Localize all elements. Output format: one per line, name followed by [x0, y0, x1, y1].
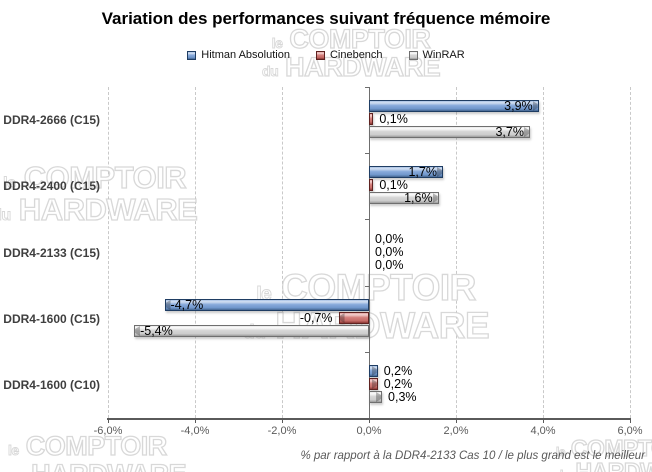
bar-end-bevel: [376, 392, 382, 402]
bar-end-bevel: [532, 101, 538, 111]
gridline: [108, 87, 109, 418]
bar-hitman-absolution: [369, 166, 443, 178]
x-axis-tick: [369, 418, 370, 423]
legend-label: WinRAR: [422, 49, 465, 61]
x-axis-label: 2,0%: [443, 425, 469, 437]
x-axis-tick: [456, 418, 457, 423]
gridline: [195, 87, 196, 418]
value-label: 0,0%: [375, 258, 404, 272]
x-axis-tick: [108, 418, 109, 423]
x-axis-tick: [543, 418, 544, 423]
x-axis-tick: [195, 418, 196, 423]
zero-axis-tick: [365, 87, 369, 88]
zero-axis-tick: [365, 285, 369, 287]
x-axis-tick: [282, 418, 283, 423]
category-label: DDR4-2133 (C15): [3, 245, 100, 260]
bar-hitman-absolution: [369, 365, 378, 377]
x-axis-label: -4,0%: [180, 425, 210, 437]
bar-end-bevel: [339, 313, 345, 323]
bar-winrar: [134, 325, 369, 337]
zero-axis-line: [369, 87, 370, 418]
chart-title: Variation des performances suivant fréqu…: [101, 9, 551, 28]
bar-cinebench: [369, 113, 374, 125]
value-label: 0,0%: [375, 245, 404, 259]
bar-end-bevel: [135, 326, 141, 336]
value-label: 0,2%: [383, 377, 413, 391]
bar-end-bevel: [432, 193, 438, 203]
chart-footnote: % par rapport à la DDR4-2133 Cas 10 / le…: [300, 450, 645, 462]
category-label: DDR4-2666 (C15): [3, 113, 100, 128]
bar-winrar: [369, 192, 439, 204]
bar-end-bevel: [371, 366, 377, 376]
legend-marker-icon: [315, 50, 325, 60]
bar-hitman-absolution: [164, 299, 369, 311]
value-label: 0,1%: [379, 112, 408, 126]
value-label: 1,7%: [408, 165, 437, 179]
bar-end-bevel: [523, 127, 529, 137]
value-label: 0,1%: [379, 178, 408, 192]
value-label: -5,4%: [140, 324, 173, 338]
bar-hitman-absolution: [369, 100, 539, 112]
bar-cinebench: [369, 179, 374, 191]
x-axis-line: [107, 418, 631, 420]
value-label: 3,9%: [504, 99, 533, 113]
legend-label: Cinebench: [329, 49, 383, 61]
x-axis-label: -2,0%: [267, 425, 297, 437]
value-label: -4,7%: [170, 298, 204, 312]
gridline: [543, 87, 544, 418]
value-label: 0,3%: [388, 390, 417, 404]
bar-cinebench: [369, 378, 378, 390]
category-label: DDR4-2400 (C15): [3, 179, 100, 194]
legend-item-cinebench: Cinebench: [315, 49, 383, 61]
legend-item-winrar: WinRAR: [408, 49, 465, 61]
x-axis-label: 0,0%: [356, 425, 382, 437]
legend-marker-icon: [408, 50, 418, 60]
legend-marker-icon: [187, 50, 197, 60]
gridline: [630, 87, 631, 418]
legend-label: Hitman Absolution: [201, 49, 290, 61]
x-axis-tick: [630, 418, 631, 423]
bar-end-bevel: [371, 379, 377, 389]
value-label: -0,7%: [299, 311, 333, 325]
value-label: 1,6%: [404, 191, 433, 205]
x-axis-label: 6,0%: [617, 425, 643, 437]
value-label: 3,7%: [495, 125, 524, 139]
value-label: 0,0%: [375, 232, 404, 246]
x-axis-label: -6,0%: [93, 425, 123, 437]
category-label: DDR4-1600 (C10): [3, 377, 100, 392]
zero-axis-tick: [365, 219, 369, 221]
legend-item-hitman-absolution: Hitman Absolution: [187, 49, 290, 61]
zero-axis-tick: [365, 153, 369, 155]
bar-winrar: [369, 126, 530, 138]
gridline: [282, 87, 283, 418]
bar-end-bevel: [436, 167, 442, 177]
zero-axis-tick: [365, 351, 369, 353]
gridline: [456, 87, 457, 418]
category-label: DDR4-1600 (C15): [3, 311, 100, 326]
value-label: 0,2%: [383, 364, 413, 378]
bar-cinebench: [338, 312, 369, 324]
bar-winrar: [369, 391, 383, 403]
x-axis-label: 4,0%: [530, 425, 556, 437]
bar-end-bevel: [165, 300, 171, 310]
legend: Hitman Absolution Cinebench WinRAR: [0, 49, 652, 61]
